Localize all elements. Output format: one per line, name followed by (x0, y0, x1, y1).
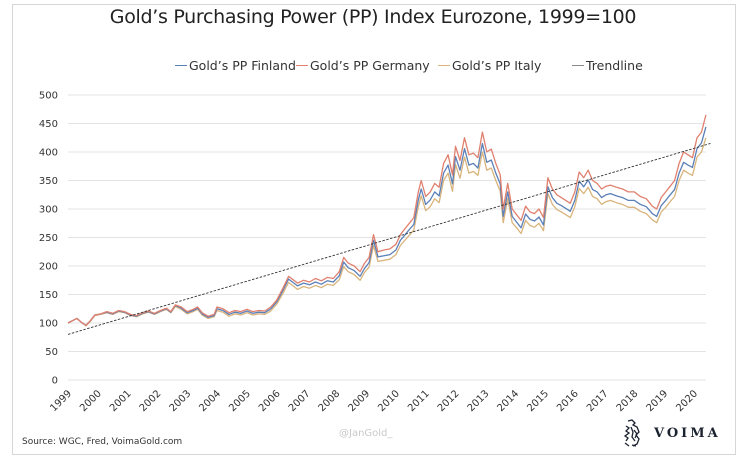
legend-label-trendline: Trendline (586, 58, 643, 73)
x-tick-label: 2015 (525, 388, 551, 414)
legend-swatch-finland (175, 65, 187, 66)
y-tick-label: 450 (39, 119, 58, 130)
logo-text: VOIMA (654, 425, 721, 441)
x-tick-label: 2016 (555, 388, 581, 414)
legend-label-finland: Gold’s PP Finland (189, 58, 296, 73)
x-tick-label: 2006 (257, 388, 283, 414)
x-tick-label: 2011 (406, 388, 432, 414)
legend-label-italy: Gold’s PP Italy (452, 58, 542, 73)
x-tick-label: 2000 (78, 388, 104, 414)
x-tick-label: 2020 (674, 388, 700, 414)
y-tick-label: 0 (52, 376, 58, 387)
series-lines (67, 114, 711, 335)
series-line-italy (67, 137, 707, 327)
legend-swatch-trendline (572, 65, 584, 66)
legend-item-finland: Gold’s PP Finland (175, 58, 296, 73)
series-line-finland (67, 126, 707, 326)
x-tick-label: 2014 (495, 388, 521, 414)
x-tick-label: 2008 (317, 388, 343, 414)
x-tick-label: 2017 (585, 388, 611, 414)
y-tick-label: 50 (45, 347, 58, 358)
trendline (67, 143, 711, 335)
y-tick-label: 200 (39, 262, 58, 273)
x-tick-label: 2012 (436, 388, 462, 414)
y-tick-label: 400 (39, 148, 58, 159)
x-tick-label: 2003 (168, 388, 194, 414)
legend: Gold’s PP Finland Gold’s PP Germany Gold… (0, 58, 746, 76)
y-tick-label: 350 (39, 176, 58, 187)
y-tick-label: 100 (39, 319, 58, 330)
griffin-crest-icon (623, 419, 640, 447)
watermark: @JanGold_ (339, 428, 393, 439)
y-tick-label: 250 (39, 233, 58, 244)
legend-label-germany: Gold’s PP Germany (310, 58, 430, 73)
legend-item-italy: Gold’s PP Italy (438, 58, 541, 73)
gridlines (68, 94, 706, 381)
x-tick-label: 2002 (138, 388, 164, 414)
y-tick-label: 300 (39, 205, 58, 216)
x-tick-label: 2009 (346, 388, 372, 414)
x-tick-label: 2018 (615, 388, 641, 414)
legend-item-trendline: Trendline (572, 58, 643, 73)
x-tick-label: 2005 (227, 388, 253, 414)
y-tick-label: 150 (39, 290, 58, 301)
x-tick-label: 2007 (287, 388, 313, 414)
x-tick-label: 2019 (645, 388, 671, 414)
x-tick-label: 2001 (108, 388, 134, 414)
legend-item-germany: Gold’s PP Germany (296, 58, 430, 73)
x-tick-label: 2010 (376, 388, 402, 414)
source-note: Source: WGC, Fred, VoimaGold.com (22, 437, 183, 447)
y-tick-label: 500 (39, 91, 58, 102)
x-tick-label: 1999 (48, 388, 74, 414)
series-line-germany (67, 114, 707, 326)
x-tick-label: 2013 (466, 388, 492, 414)
y-axis-ticks: 0 50 100 150 200 250 300 350 400 450 500 (39, 91, 58, 387)
x-tick-label: 2004 (197, 388, 223, 414)
legend-swatch-italy (438, 65, 450, 66)
chart-title: Gold’s Purchasing Power (PP) Index Euroz… (109, 6, 637, 28)
voima-logo: VOIMA (620, 418, 721, 448)
legend-swatch-germany (296, 65, 308, 66)
x-axis-ticks: 1999 2000 2001 2002 2003 2004 2005 2006 2007 2008… (48, 388, 700, 414)
